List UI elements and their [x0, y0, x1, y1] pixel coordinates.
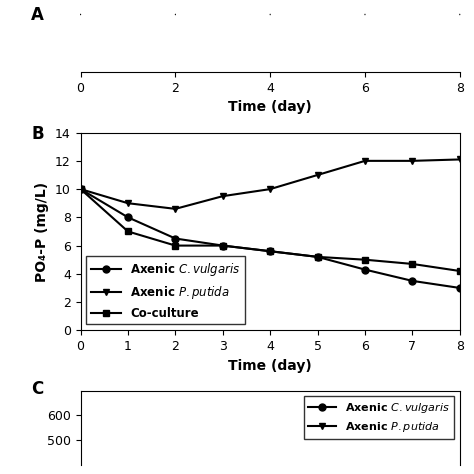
Legend: Axenic $\it{C.vulgaris}$, Axenic $\it{P.putida}$: Axenic $\it{C.vulgaris}$, Axenic $\it{P.… — [304, 396, 454, 439]
Legend: Axenic $\it{C.vulgaris}$, Axenic $\it{P.putida}$, Co-culture: Axenic $\it{C.vulgaris}$, Axenic $\it{P.… — [86, 256, 246, 324]
Text: A: A — [31, 6, 44, 24]
X-axis label: Time (day): Time (day) — [228, 359, 312, 373]
Y-axis label: PO₄-P (mg/L): PO₄-P (mg/L) — [36, 182, 49, 282]
X-axis label: Time (day): Time (day) — [228, 100, 312, 115]
Text: C: C — [31, 380, 44, 398]
Text: B: B — [31, 125, 44, 143]
